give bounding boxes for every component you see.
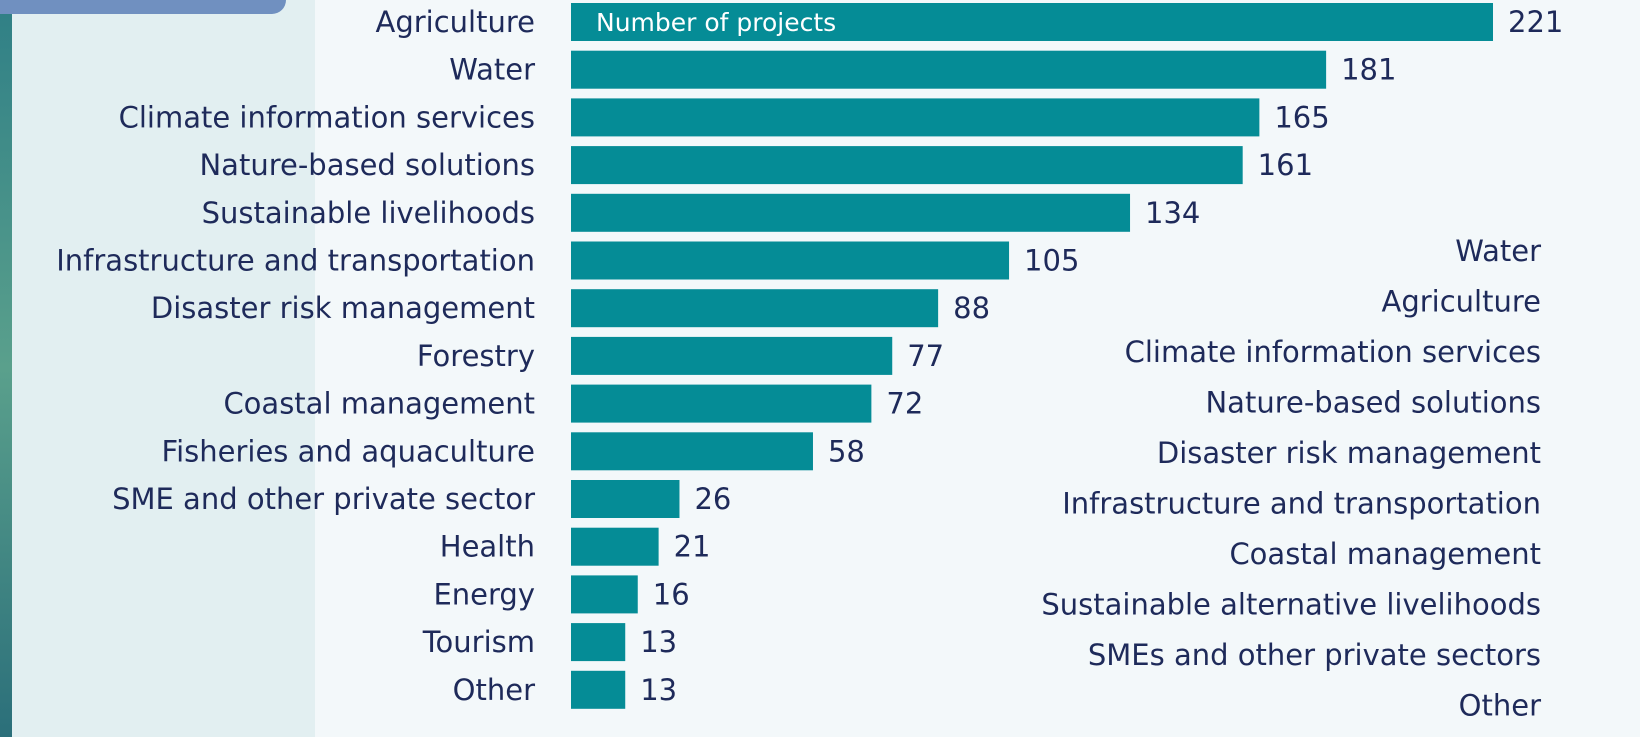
category-label: Nature-based solutions: [199, 148, 535, 182]
side-item: Coastal management: [1229, 537, 1541, 571]
left-panel: [0, 0, 315, 737]
bar: [571, 527, 659, 566]
category-label: Forestry: [417, 339, 535, 373]
side-item: SMEs and other private sectors: [1088, 638, 1541, 672]
category-label: Other: [453, 673, 535, 707]
side-item: Agriculture: [1382, 285, 1542, 319]
category-label: Agriculture: [376, 5, 536, 39]
value-label: 16: [653, 577, 690, 611]
value-label: 77: [907, 339, 944, 373]
side-item: Disaster risk management: [1157, 436, 1541, 470]
side-item: Infrastructure and transportation: [1062, 487, 1541, 521]
side-item: Nature-based solutions: [1205, 386, 1541, 420]
bar: [571, 146, 1243, 185]
value-label: 13: [640, 625, 677, 659]
category-label: Disaster risk management: [151, 291, 535, 325]
bar: [571, 623, 626, 662]
value-label: 13: [640, 673, 677, 707]
category-label: Fisheries and aquaculture: [162, 434, 535, 468]
bar: [571, 50, 1327, 89]
side-item: Water: [1455, 234, 1541, 268]
value-label: 221: [1508, 5, 1563, 39]
bar: [571, 336, 893, 375]
bar: [571, 98, 1260, 137]
side-item: Climate information services: [1125, 335, 1541, 369]
value-label: 72: [886, 387, 923, 421]
chart: Agriculture 221 Water 181 Climate informatio…: [56, 3, 1563, 709]
bar: [571, 241, 1010, 280]
side-item: Other: [1459, 689, 1541, 723]
value-label: 165: [1274, 100, 1329, 134]
bar: [571, 575, 638, 614]
category-label: Energy: [433, 577, 535, 611]
image-strip: [0, 0, 12, 737]
category-label: SME and other private sector: [112, 482, 535, 516]
value-label: 58: [828, 434, 865, 468]
bar: [571, 384, 872, 423]
category-label: Sustainable livelihoods: [202, 196, 535, 230]
side-item: Sustainable alternative livelihoods: [1041, 588, 1541, 622]
value-label: 21: [674, 530, 711, 564]
value-label: 26: [694, 482, 731, 516]
bar: [571, 3, 1493, 41]
value-label: 88: [953, 291, 990, 325]
bar: [571, 480, 680, 518]
value-label: 161: [1258, 148, 1313, 182]
header-tab: [0, 0, 286, 14]
category-label: Health: [440, 530, 535, 564]
bar: [571, 289, 939, 328]
bar: [571, 670, 626, 709]
bar: [571, 193, 1131, 232]
side-list: Water Agriculture Climate information serv…: [1041, 234, 1541, 723]
bar: [571, 432, 813, 471]
value-label: 105: [1024, 244, 1079, 278]
category-label: Water: [449, 53, 535, 87]
category-label: Coastal management: [223, 387, 535, 421]
category-label: Tourism: [422, 625, 535, 659]
category-label: Infrastructure and transportation: [56, 244, 535, 278]
value-label: 181: [1341, 53, 1396, 87]
axis-label: Number of projects: [596, 8, 836, 37]
category-label: Climate information services: [119, 100, 535, 134]
value-label: 134: [1145, 196, 1200, 230]
